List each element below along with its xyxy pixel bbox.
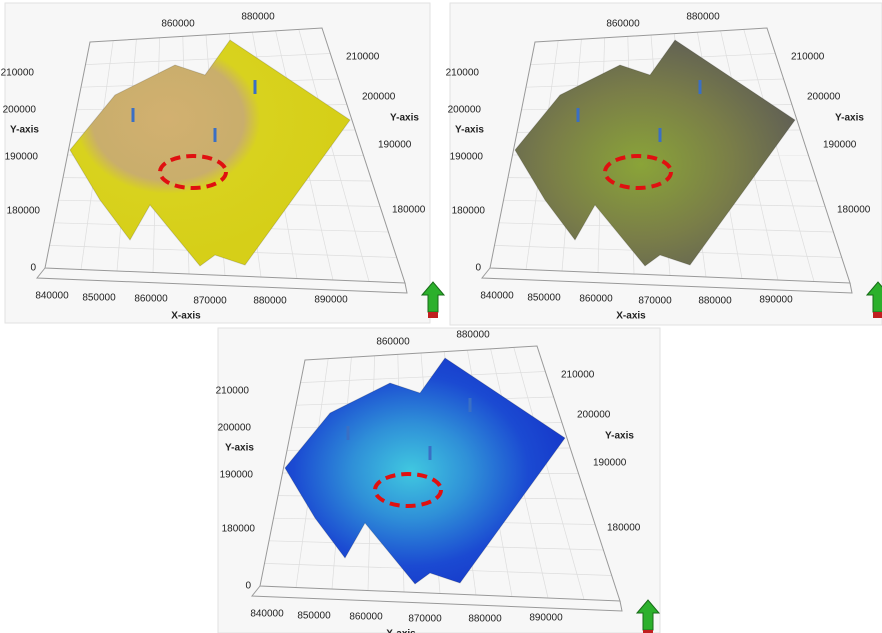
left-tick-label: 200000	[218, 423, 252, 434]
bottom-tick-label: 890000	[529, 613, 563, 624]
top-tick-label: 860000	[606, 19, 640, 30]
right-tick-label: 210000	[791, 52, 825, 63]
top-tick-label: 860000	[376, 337, 410, 348]
bottom-tick-label: 880000	[698, 296, 732, 307]
panel: 860000 880000 210000 200000 190000 180000 0 210…	[446, 12, 882, 322]
left-tick-label: 180000	[452, 206, 486, 217]
bottom-tick-label: 870000	[638, 296, 672, 307]
highlight-ellipse	[603, 154, 673, 190]
north-arrow-base	[873, 312, 882, 318]
bottom-tick-label: 840000	[250, 609, 284, 620]
left-axis-label: Y-axis	[455, 125, 484, 136]
left-tick-label: 190000	[5, 152, 39, 163]
right-tick-label: 190000	[823, 140, 857, 151]
panel: 860000 880000 210000 200000 190000 180000 0 210…	[216, 330, 661, 633]
top-tick-label: 880000	[456, 330, 490, 341]
bottom-tick-label: 840000	[480, 291, 514, 302]
bottom-tick-label: 860000	[134, 294, 168, 305]
right-tick-label: 180000	[837, 205, 871, 216]
top-tick-label: 880000	[241, 12, 275, 23]
north-arrow-base	[428, 312, 438, 318]
grid-line	[743, 29, 815, 282]
bottom-tick-label: 860000	[349, 612, 383, 623]
right-axis-label: Y-axis	[835, 113, 864, 124]
bottom-tick-label: 880000	[468, 614, 502, 625]
north-arrow	[635, 599, 661, 631]
left-tick-label: 200000	[448, 105, 482, 116]
box-base	[35, 267, 408, 294]
surface	[514, 39, 796, 267]
left-tick-label: 210000	[1, 68, 35, 79]
north-arrow	[420, 281, 446, 313]
left-tick-label: 190000	[220, 470, 254, 481]
grid-line	[513, 347, 585, 600]
bottom-axis-label: X-axis	[171, 311, 201, 322]
surface	[69, 39, 351, 267]
right-tick-label: 180000	[607, 523, 641, 534]
left-tick-label: 180000	[7, 206, 41, 217]
right-tick-label: 200000	[577, 410, 611, 421]
highlight-ellipse	[158, 154, 228, 190]
panel: 860000 880000 210000 200000 190000 180000 0 210…	[1, 12, 446, 322]
bottom-tick-label: 890000	[314, 295, 348, 306]
right-tick-label: 210000	[561, 370, 595, 381]
left-tick-label: 200000	[3, 105, 37, 116]
box-base	[480, 267, 853, 294]
bottom-axis-label: X-axis	[386, 629, 416, 633]
top-tick-label: 860000	[161, 19, 195, 30]
right-tick-label: 200000	[362, 92, 396, 103]
left-tick-label: 180000	[222, 524, 256, 535]
north-arrow-base	[643, 630, 653, 633]
highlight-ellipse	[373, 472, 443, 508]
left-axis-label: Y-axis	[10, 125, 39, 136]
right-axis-label: Y-axis	[390, 113, 419, 124]
bottom-tick-label: 850000	[297, 611, 331, 622]
right-axis-label: Y-axis	[605, 431, 634, 442]
left-tick-label: 0	[30, 263, 36, 274]
bottom-tick-label: 850000	[82, 293, 116, 304]
surface	[284, 357, 566, 585]
bottom-tick-label: 870000	[408, 614, 442, 625]
right-tick-label: 180000	[392, 205, 426, 216]
bottom-tick-label: 860000	[579, 294, 613, 305]
grid-line	[298, 29, 370, 282]
right-tick-label: 200000	[807, 92, 841, 103]
left-tick-label: 0	[475, 263, 481, 274]
right-tick-label: 190000	[593, 458, 627, 469]
box-base	[250, 585, 623, 612]
left-tick-label: 210000	[446, 68, 480, 79]
right-tick-label: 190000	[378, 140, 412, 151]
left-tick-label: 0	[245, 581, 251, 592]
bottom-tick-label: 850000	[527, 293, 561, 304]
right-tick-label: 210000	[346, 52, 380, 63]
bottom-tick-label: 890000	[759, 295, 793, 306]
bottom-axis-label: X-axis	[616, 311, 646, 322]
north-arrow	[865, 281, 882, 313]
left-tick-label: 190000	[450, 152, 484, 163]
bottom-tick-label: 870000	[193, 296, 227, 307]
top-tick-label: 880000	[686, 12, 720, 23]
left-axis-label: Y-axis	[225, 443, 254, 454]
bottom-tick-label: 840000	[35, 291, 69, 302]
bottom-tick-label: 880000	[253, 296, 287, 307]
left-tick-label: 210000	[216, 386, 250, 397]
